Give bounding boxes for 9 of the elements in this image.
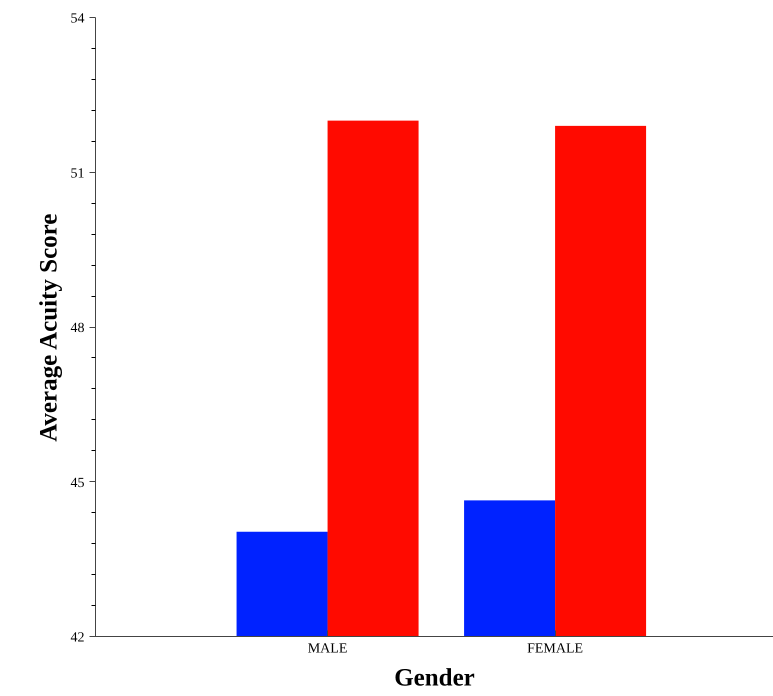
x-tick-label: FEMALE	[527, 642, 584, 656]
y-tick-label: 54	[70, 12, 84, 26]
y-tick-label: 48	[70, 321, 84, 336]
y-tick-label: 45	[70, 476, 84, 491]
x-tick-label: MALE	[308, 642, 348, 656]
y-tick-label: 51	[70, 166, 84, 182]
y-axis-title: Average Acuity Score	[36, 214, 62, 442]
y-tick-label: 42	[70, 630, 84, 646]
x-axis-title: Gender	[394, 664, 475, 692]
